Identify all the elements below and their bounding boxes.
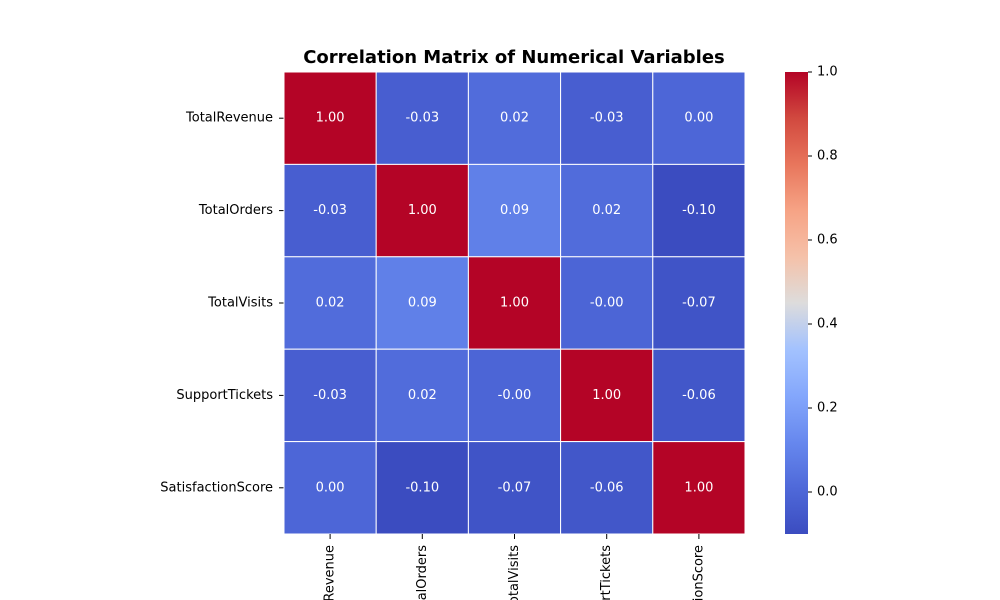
heatmap-cell: [560, 348, 654, 443]
cell-label: -0.07: [498, 480, 532, 495]
cell-label: 0.02: [408, 388, 437, 403]
heatmap-cell: [467, 256, 562, 350]
x-tick-label: SupportTickets: [599, 545, 614, 600]
cell-label: -0.07: [682, 296, 716, 311]
heatmap-cell: [375, 256, 469, 350]
cell-label: 0.00: [684, 111, 713, 126]
heatmap-cell: [467, 348, 562, 443]
heatmap-cell: [652, 256, 746, 350]
cell-label: -0.03: [405, 111, 439, 126]
cell-label: 0.09: [500, 203, 529, 218]
colorbar-tick-label: 0.0: [817, 485, 838, 500]
heatmap-cell: [375, 441, 469, 535]
cell-label: 1.00: [684, 480, 713, 495]
cell-label: -0.06: [682, 388, 716, 403]
heatmap-cell: [467, 441, 562, 535]
y-tick-label: TotalVisits: [207, 296, 273, 311]
cell-label: -0.03: [590, 111, 624, 126]
colorbar-tick-label: 0.4: [817, 317, 838, 332]
cell-label: 0.09: [408, 296, 437, 311]
cell-label: 1.00: [408, 203, 437, 218]
colorbar-tick-label: 1.0: [817, 65, 838, 80]
chart-title: Correlation Matrix of Numerical Variable…: [303, 47, 725, 68]
x-tick-label: TotalOrders: [415, 545, 430, 600]
x-tick-label: TotalRevenue: [323, 545, 338, 600]
cell-label: -0.06: [590, 480, 624, 495]
cell-label: 1.00: [500, 296, 529, 311]
heatmap-cell: [560, 163, 654, 258]
y-tick-label: SupportTickets: [176, 388, 273, 403]
y-tick-label: SatisfactionScore: [160, 480, 273, 495]
heatmap-cell: [375, 163, 469, 258]
heatmap-cell: [283, 348, 377, 443]
colorbar-tick-label: 0.2: [817, 401, 838, 416]
cell-label: -0.00: [498, 388, 532, 403]
y-tick-label: TotalRevenue: [185, 111, 273, 126]
cell-label: -0.00: [590, 296, 624, 311]
heatmap-cell: [560, 256, 654, 350]
heatmap-cell: [375, 71, 469, 165]
heatmap-cell: [652, 71, 746, 165]
x-tick-label: SatisfactionScore: [691, 545, 706, 600]
cell-label: -0.10: [405, 480, 439, 495]
cell-label: -0.10: [682, 203, 716, 218]
cell-label: 0.02: [500, 111, 529, 126]
cell-label: 0.02: [592, 203, 621, 218]
heatmap-cell: [652, 163, 746, 258]
heatmap-cell: [652, 441, 746, 535]
colorbar-tick-label: 0.6: [817, 233, 838, 248]
heatmap-cell: [283, 441, 377, 535]
cell-label: 1.00: [316, 111, 345, 126]
x-tick-label: TotalVisits: [507, 545, 522, 600]
cell-label: 0.02: [316, 296, 345, 311]
cell-label: -0.03: [313, 203, 347, 218]
y-tick-label: TotalOrders: [198, 203, 273, 218]
colorbar: [785, 72, 808, 534]
heatmap-cell: [560, 441, 654, 535]
heatmap-cell: [283, 163, 377, 258]
cell-label: -0.03: [313, 388, 347, 403]
cell-label: 1.00: [592, 388, 621, 403]
cell-label: 0.00: [316, 480, 345, 495]
colorbar-tick-label: 0.8: [817, 149, 838, 164]
heatmap-cell: [652, 348, 746, 443]
